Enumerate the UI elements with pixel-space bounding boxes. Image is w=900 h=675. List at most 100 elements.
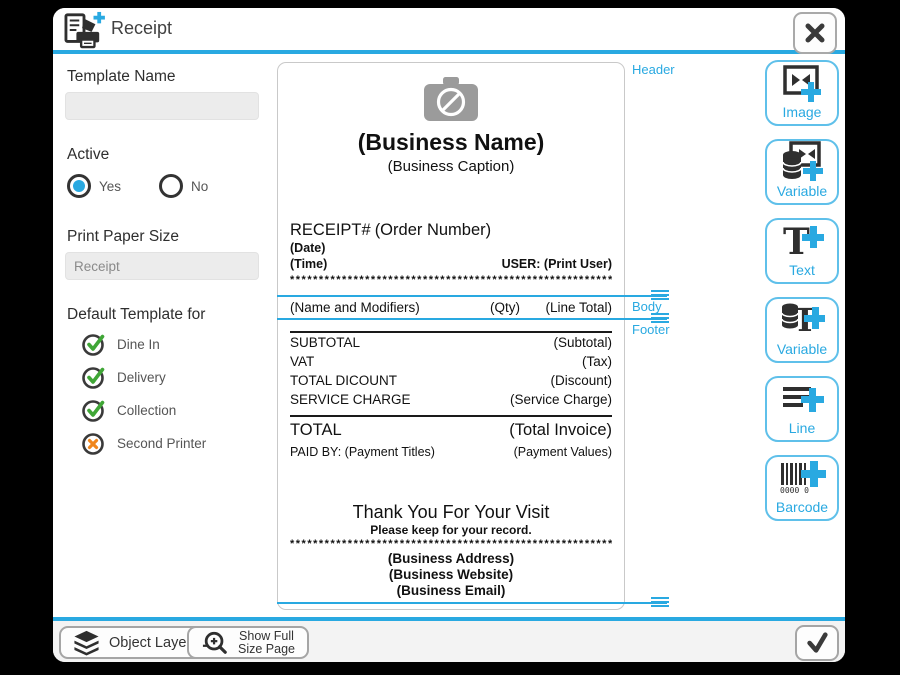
barcode-digits: 0000 0 [780,486,809,495]
print-paper-size-input[interactable] [65,252,259,280]
toolbox-label: Barcode [775,499,829,515]
body-item-row[interactable]: (Name and Modifiers) (Qty) (Line Total) [290,296,612,319]
body-top-grip-icon[interactable] [650,289,670,302]
footer-top-boundary [277,318,667,320]
footer-section-label: Footer [632,322,670,337]
text-variable-plus-icon: T [781,301,825,339]
zoom-icon [202,631,227,654]
thank-you-text[interactable]: Thank You For Your Visit [352,502,550,522]
line-total-column: (Line Total) [545,300,612,315]
radio-yes[interactable]: Yes [67,174,121,198]
payment-values: (Payment Values) [513,445,612,459]
business-address[interactable]: (Business Address) [387,551,515,566]
checkmark-icon [807,632,828,653]
separator-line[interactable]: ****************************************… [290,538,612,550]
check-second-printer[interactable]: Second Printer [81,430,261,456]
footer-bottom-grip-icon[interactable] [650,596,670,609]
camera-placeholder-icon [424,77,478,121]
bottombar: Object Layers Show Full Size Page [53,617,845,662]
svg-text:T: T [783,222,810,262]
check-collection[interactable]: Collection [81,397,261,423]
body-section-label: Body [632,299,662,314]
check-dine-in[interactable]: Dine In [81,331,261,357]
add-image-button[interactable]: Image [765,60,839,126]
add-image-variable-button[interactable]: Variable [765,139,839,205]
layers-icon [74,630,99,656]
footer-top-grip-icon[interactable] [650,312,670,325]
object-layers-button[interactable]: Object Layers [59,626,213,659]
receipt-printer-add-icon [63,11,105,54]
check-second-printer-label: Second Printer [117,435,207,451]
radio-yes-circle [67,174,91,198]
image-plus-icon [783,65,821,102]
close-button[interactable] [793,12,837,54]
vat-value: (Tax) [582,354,612,369]
qty-column: (Qty) [490,300,520,315]
receipt-preview-canvas[interactable]: (Business Name) (Business Caption) RECEI… [277,62,625,610]
discount-label: TOTAL DICOUNT [290,373,398,388]
line-plus-icon [783,387,824,412]
close-icon [805,23,825,43]
subtotal-value: (Subtotal) [553,335,612,350]
discount-value: (Discount) [550,373,612,388]
add-text-variable-button[interactable]: T Variable [765,297,839,363]
order-number: (Order Number) [374,221,492,239]
show-full-size-label: Show Full Size Page [238,628,295,656]
header-section-label: Header [632,62,675,77]
radio-no-circle [159,174,184,198]
total-value: (Total Invoice) [509,421,612,439]
titlebar: Receipt [53,8,845,54]
settings-panel: Template Name Active Yes No Print Paper … [65,60,261,463]
check-circle-icon [82,334,105,356]
check-circle-icon [82,367,105,389]
business-email[interactable]: (Business Email) [396,583,506,598]
paid-by-row[interactable]: PAID BY: (Payment Titles) (Payment Value… [290,443,612,461]
toolbox-label: Text [789,262,815,278]
body-top-boundary [277,295,667,297]
divider-line [290,415,612,417]
vat-label: VAT [290,354,315,369]
check-delivery-label: Delivery [117,369,166,385]
radio-no-label: No [191,178,209,194]
total-row[interactable]: TOTAL (Total Invoice) [290,417,612,443]
image-placeholder[interactable] [290,77,612,127]
image-variable-plus-icon [782,141,823,181]
default-template-list: Dine In Delivery Collection [65,331,261,456]
check-dine-in-label: Dine In [117,336,160,352]
keep-record-text[interactable]: Please keep for your record. [370,523,532,537]
check-collection-label: Collection [117,402,177,418]
business-caption[interactable]: (Business Caption) [387,158,515,175]
service-charge-row[interactable]: SERVICE CHARGE (Service Charge) [290,390,612,409]
service-charge-label: SERVICE CHARGE [290,392,411,407]
date-line[interactable]: (Date) [290,241,326,255]
add-line-button[interactable]: Line [765,376,839,442]
confirm-button[interactable] [795,625,839,661]
cross-circle-icon [82,433,104,455]
time-user-line[interactable]: (Time) USER: (Print User) [290,256,612,272]
subtotal-label: SUBTOTAL [290,335,361,350]
print-paper-size-label: Print Paper Size [67,228,179,245]
receipt-template-window: Receipt Template Name Active Yes No [53,8,845,662]
subtotal-row[interactable]: SUBTOTAL (Subtotal) [290,333,612,352]
discount-row[interactable]: TOTAL DICOUNT (Discount) [290,371,612,390]
paid-by-label: PAID BY: (Payment Titles) [290,445,435,459]
service-charge-value: (Service Charge) [509,392,612,407]
editor-content: Template Name Active Yes No Print Paper … [53,54,845,617]
active-label: Active [67,146,110,163]
radio-no[interactable]: No [159,174,208,198]
separator-line[interactable]: ****************************************… [290,274,612,286]
vat-row[interactable]: VAT (Tax) [290,352,612,371]
radio-yes-label: Yes [99,178,122,194]
receipt-number-line[interactable]: RECEIPT# (Order Number) [290,219,612,241]
check-circle-icon [82,400,105,422]
active-radio-group: Yes No [67,174,261,198]
template-name-input[interactable] [65,92,259,120]
default-template-label: Default Template for [67,306,206,323]
business-name[interactable]: (Business Name) [357,129,545,155]
add-barcode-button[interactable]: 0000 0 Barcode [765,455,839,521]
business-website[interactable]: (Business Website) [388,567,514,582]
total-label: TOTAL [290,421,342,439]
show-full-size-button[interactable]: Show Full Size Page [187,626,309,659]
add-text-button[interactable]: T Text [765,218,839,284]
check-delivery[interactable]: Delivery [81,364,261,390]
